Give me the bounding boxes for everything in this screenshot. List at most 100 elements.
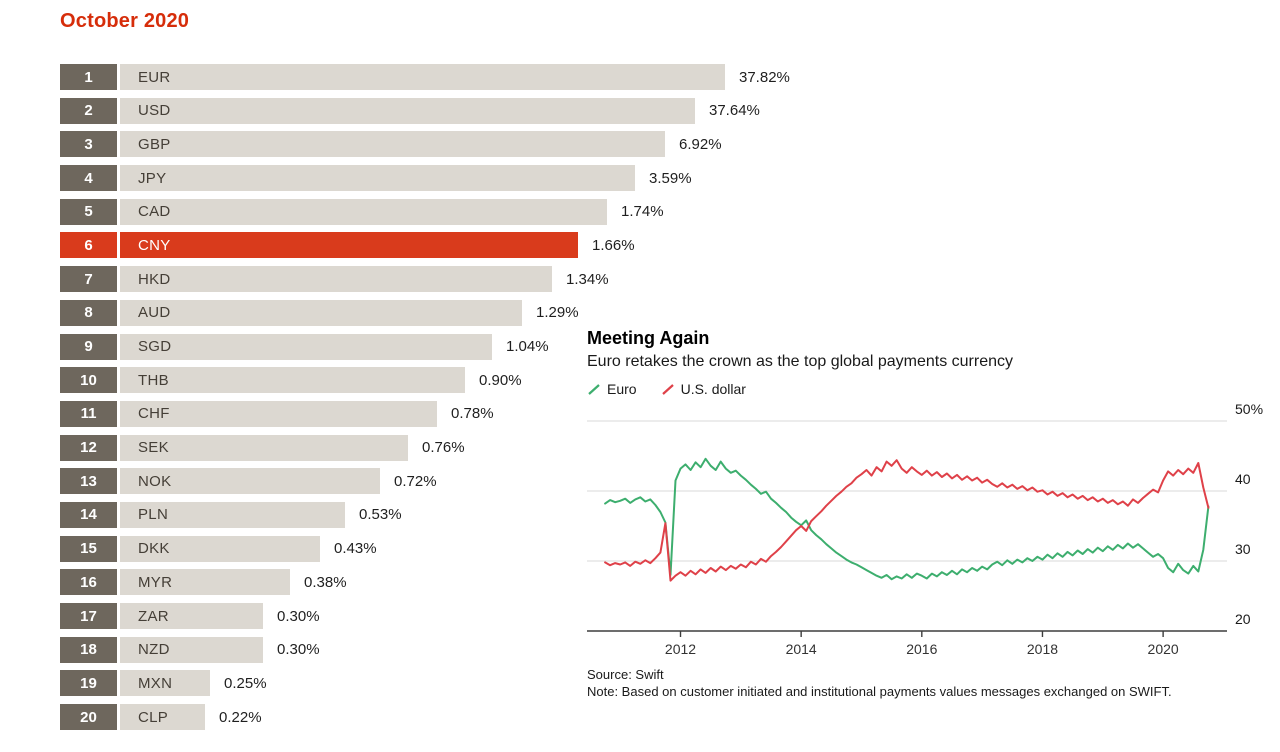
currency-code: DKK — [138, 540, 170, 558]
line-chart-panel: Meeting Again Euro retakes the crown as … — [587, 328, 1280, 699]
x-axis-label: 2018 — [1027, 641, 1058, 657]
currency-bar: NOK — [120, 468, 380, 495]
currency-row: 11 CHF 0.78% — [60, 400, 790, 427]
currency-share-value: 0.72% — [394, 472, 437, 490]
currency-share-value: 0.25% — [224, 674, 267, 692]
currency-row: 9 SGD 1.04% — [60, 333, 790, 360]
currency-share-value: 1.29% — [536, 304, 579, 322]
x-axis-label: 2016 — [906, 641, 937, 657]
y-axis-label: 50% — [1235, 401, 1263, 417]
currency-share-value: 3.59% — [649, 169, 692, 187]
currency-bar: CHF — [120, 400, 437, 427]
rank-badge: 6 — [60, 232, 117, 259]
currency-share-value: 1.04% — [506, 338, 549, 355]
currency-bar: PLN — [120, 501, 345, 528]
currency-bar: SEK — [120, 434, 408, 461]
currency-code: USD — [138, 102, 171, 120]
rank-badge: 7 — [60, 266, 117, 293]
currency-share-value: 0.38% — [304, 573, 347, 591]
legend-item: Euro — [587, 381, 637, 397]
currency-code: CAD — [138, 203, 171, 221]
currency-code: CLP — [138, 708, 169, 726]
currency-code: SEK — [138, 439, 169, 457]
y-axis-label: 20 — [1235, 611, 1251, 627]
currency-share-value: 0.76% — [422, 439, 465, 457]
rank-badge: 11 — [60, 400, 117, 427]
currency-bar: CLP — [120, 704, 205, 731]
currency-row: 18 NZD 0.30% — [60, 636, 790, 663]
currency-row: 4 JPY 3.59% — [60, 165, 790, 192]
rank-badge: 12 — [60, 434, 117, 461]
currency-share-value: 1.34% — [566, 270, 609, 288]
x-axis-label: 2014 — [786, 641, 817, 657]
currency-row: 12 SEK 0.76% — [60, 434, 790, 461]
currency-bar: AUD — [120, 299, 522, 326]
currency-row: 15 DKK 0.43% — [60, 535, 790, 562]
currency-row: 8 AUD 1.29% — [60, 299, 790, 326]
currency-share-value: 1.66% — [592, 236, 635, 254]
currency-code: NOK — [138, 472, 172, 490]
x-axis-label: 2012 — [665, 641, 696, 657]
currency-share-value: 0.22% — [219, 708, 262, 726]
currency-bar: CAD — [120, 198, 607, 225]
currency-share-value: 1.74% — [621, 203, 664, 221]
currency-share-value: 37.64% — [709, 102, 760, 120]
currency-code: NZD — [138, 641, 170, 659]
rank-badge: 13 — [60, 468, 117, 495]
rank-badge: 18 — [60, 636, 117, 663]
legend-line-icon — [661, 383, 674, 395]
rank-badge: 19 — [60, 670, 117, 697]
currency-code: MYR — [138, 573, 173, 591]
currency-row: 3 GBP 6.92% — [60, 131, 790, 158]
u-s-dollar-line — [604, 459, 1210, 582]
y-axis-label: 30 — [1235, 541, 1251, 557]
currency-row: 14 PLN 0.53% — [60, 501, 790, 528]
legend-label: U.S. dollar — [680, 381, 746, 397]
rank-badge: 3 — [60, 131, 117, 158]
line-chart-subtitle: Euro retakes the crown as the top global… — [587, 353, 1013, 370]
currency-bar: GBP — [120, 131, 665, 158]
currency-bar: ZAR — [120, 603, 263, 629]
legend-line-icon — [588, 383, 600, 395]
rank-badge: 4 — [60, 165, 117, 192]
rank-badge: 16 — [60, 569, 117, 596]
currency-code: THB — [138, 371, 169, 389]
currency-bar: NZD — [120, 636, 263, 663]
euro-line — [604, 457, 1210, 581]
currency-code: SGD — [138, 338, 172, 355]
y-axis-label: 40 — [1235, 471, 1251, 487]
currency-row: 10 THB 0.90% — [60, 367, 790, 394]
currency-bar: MYR — [120, 569, 290, 596]
currency-code: PLN — [138, 506, 169, 524]
currency-code: JPY — [138, 169, 167, 187]
currency-code: MXN — [138, 674, 173, 692]
rank-badge: 17 — [60, 603, 117, 629]
currency-row: 20 CLP 0.22% — [60, 704, 790, 731]
currency-share-value: 0.78% — [451, 405, 494, 423]
currency-share-value: 37.82% — [739, 68, 790, 86]
currency-share-value: 0.90% — [479, 371, 522, 389]
currency-bar: DKK — [120, 535, 320, 562]
currency-code: HKD — [138, 270, 171, 288]
currency-share-value: 0.53% — [359, 506, 402, 524]
currency-ranking-panel: October 2020 1 EUR 37.82% 2 USD 37.64% 3 GBP 6.9… — [60, 10, 790, 738]
rank-badge: 10 — [60, 367, 117, 394]
currency-code: CNY — [138, 236, 171, 254]
currency-bar: JPY — [120, 165, 635, 192]
rank-badge: 1 — [60, 64, 117, 90]
rank-badge: 14 — [60, 501, 117, 528]
currency-row: 6 CNY 1.66% — [60, 232, 790, 259]
bar-chart-title: October 2020 — [60, 10, 190, 32]
currency-code: GBP — [138, 135, 171, 153]
currency-bar: THB — [120, 367, 465, 394]
currency-code: AUD — [138, 304, 171, 322]
payments-share-line-chart: 20 30 40 50% 2012 2014 2016 2018 2020 — [587, 401, 1263, 657]
rank-badge: 20 — [60, 704, 117, 731]
source-text: Source: Swift — [587, 667, 664, 682]
legend-label: Euro — [607, 381, 637, 397]
currency-row: 2 USD 37.64% — [60, 97, 790, 124]
rank-badge: 9 — [60, 333, 117, 360]
chart-legend: Euro U.S. dollar — [587, 381, 1280, 397]
currency-code: ZAR — [138, 607, 169, 625]
